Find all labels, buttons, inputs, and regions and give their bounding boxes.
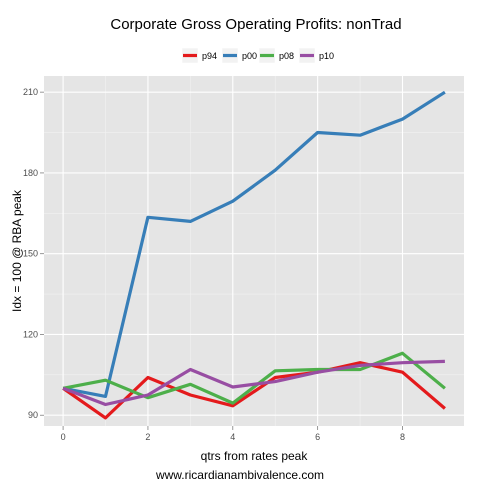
legend-label-p08: p08 bbox=[279, 51, 294, 61]
y-tick-label: 180 bbox=[23, 168, 38, 178]
y-tick-label: 120 bbox=[23, 329, 38, 339]
series-line-p00 bbox=[62, 90, 446, 398]
legend-label-p00: p00 bbox=[242, 51, 257, 61]
legend-label-p94: p94 bbox=[202, 51, 217, 61]
source-credit: www.ricardianambivalence.com bbox=[155, 468, 324, 480]
legend: p94 p00 p08 p10 bbox=[181, 47, 334, 64]
series-line-p94 bbox=[62, 361, 446, 420]
x-tick-label: 4 bbox=[230, 432, 235, 442]
chart-title: Corporate Gross Operating Profits: nonTr… bbox=[110, 16, 401, 33]
grid-major bbox=[44, 76, 464, 426]
x-tick-label: 8 bbox=[400, 432, 405, 442]
legend-label-p10: p10 bbox=[319, 51, 334, 61]
x-axis-title: qtrs from rates peak bbox=[201, 449, 309, 463]
series-line-p08 bbox=[62, 351, 446, 405]
y-axis-ticks: 90 120 150 180 210 bbox=[23, 87, 44, 420]
y-tick-label: 210 bbox=[23, 87, 38, 97]
x-tick-label: 6 bbox=[315, 432, 320, 442]
x-axis-ticks: 0 2 4 6 8 bbox=[61, 426, 405, 442]
y-tick-label: 150 bbox=[23, 249, 38, 259]
series-lines bbox=[62, 90, 446, 420]
y-tick-label: 90 bbox=[28, 410, 38, 420]
x-tick-label: 2 bbox=[145, 432, 150, 442]
y-axis-title: Idx = 100 @ RBA peak bbox=[10, 189, 24, 312]
plot-panel bbox=[44, 76, 464, 426]
series-line-p10 bbox=[62, 359, 445, 407]
x-tick-label: 0 bbox=[61, 432, 66, 442]
